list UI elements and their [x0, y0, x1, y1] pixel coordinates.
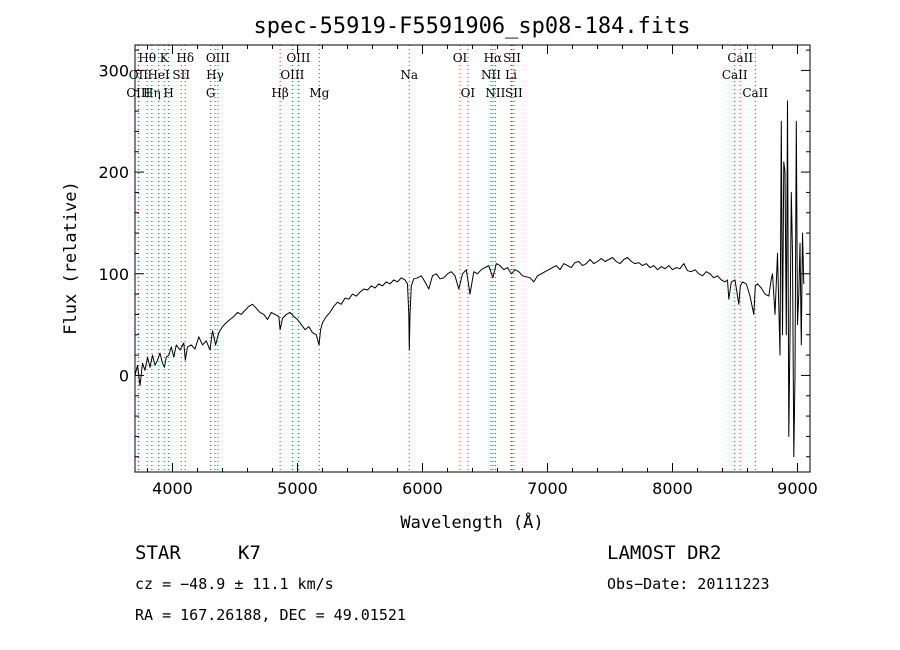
x-tick-label: 6000	[402, 479, 443, 498]
reference-line-label: Hη	[143, 86, 161, 100]
reference-line-label: Hθ	[138, 51, 156, 65]
reference-line-label: HeI	[147, 68, 170, 82]
reference-line-label: SII	[505, 86, 523, 100]
reference-line-label: Mg	[309, 86, 329, 100]
y-tick-label: 0	[119, 366, 129, 385]
reference-line-label: Hδ	[176, 51, 194, 65]
object-class: STAR	[135, 542, 181, 564]
spectrum-series-line	[134, 100, 805, 458]
reference-line-label: G	[206, 86, 216, 100]
reference-line-label: SII	[172, 68, 190, 82]
series-layer	[134, 100, 805, 458]
reference-line-label: Li	[505, 68, 517, 82]
chart-title: spec-55919-F5591906_sp08-184.fits	[253, 14, 690, 39]
x-tick-label: 5000	[277, 479, 318, 498]
reference-lines	[137, 45, 756, 472]
x-axis-label: Wavelength (Å)	[400, 511, 543, 533]
object-subclass: K7	[238, 542, 261, 564]
survey-name: LAMOST DR2	[607, 542, 721, 564]
reference-line-label: SII	[503, 51, 521, 65]
reference-line-label: Hγ	[206, 68, 224, 82]
reference-line-label: NII	[481, 68, 501, 82]
y-axis-label: Flux (relative)	[61, 181, 81, 335]
x-tick-label: 9000	[777, 479, 818, 498]
y-tick-label: 100	[98, 265, 129, 284]
y-tick-label: 300	[98, 61, 129, 80]
reference-line-label: Hα	[484, 51, 503, 65]
reference-line-label: OIII	[286, 51, 310, 65]
x-axis-ticks: 4000 5000 6000 7000 8000 9000	[147, 45, 818, 498]
reference-line-label: OIII	[206, 51, 230, 65]
x-tick-label: 4000	[152, 479, 193, 498]
reference-line-label: CaII	[742, 86, 768, 100]
reference-line-label: CaII	[722, 68, 748, 82]
redshift-velocity: cz = −48.9 ± 11.1 km/s	[135, 575, 334, 593]
reference-line-label: OI	[461, 86, 476, 100]
sky-coordinates: RA = 167.26188, DEC = 49.01521	[135, 606, 406, 624]
y-tick-label: 200	[98, 163, 129, 182]
reference-line-label: OI	[453, 51, 468, 65]
reference-line-label: K	[160, 51, 170, 65]
reference-line-label: NII	[485, 86, 505, 100]
reference-line-label: CaII	[727, 51, 753, 65]
x-tick-label: 7000	[527, 479, 568, 498]
y-axis-ticks: 0 100 200 300	[98, 49, 810, 458]
reference-line-label: Na	[400, 68, 418, 82]
x-tick-label: 8000	[652, 479, 693, 498]
observation-date: Obs−Date: 20111223	[607, 575, 770, 593]
reference-line-label: OII	[129, 68, 149, 82]
reference-line-label: OIII	[280, 68, 304, 82]
reference-line-label: Hβ	[271, 86, 288, 100]
reference-line-label: H	[163, 86, 173, 100]
plot-frame	[134, 44, 811, 473]
reference-line-label: OIII	[126, 86, 150, 100]
